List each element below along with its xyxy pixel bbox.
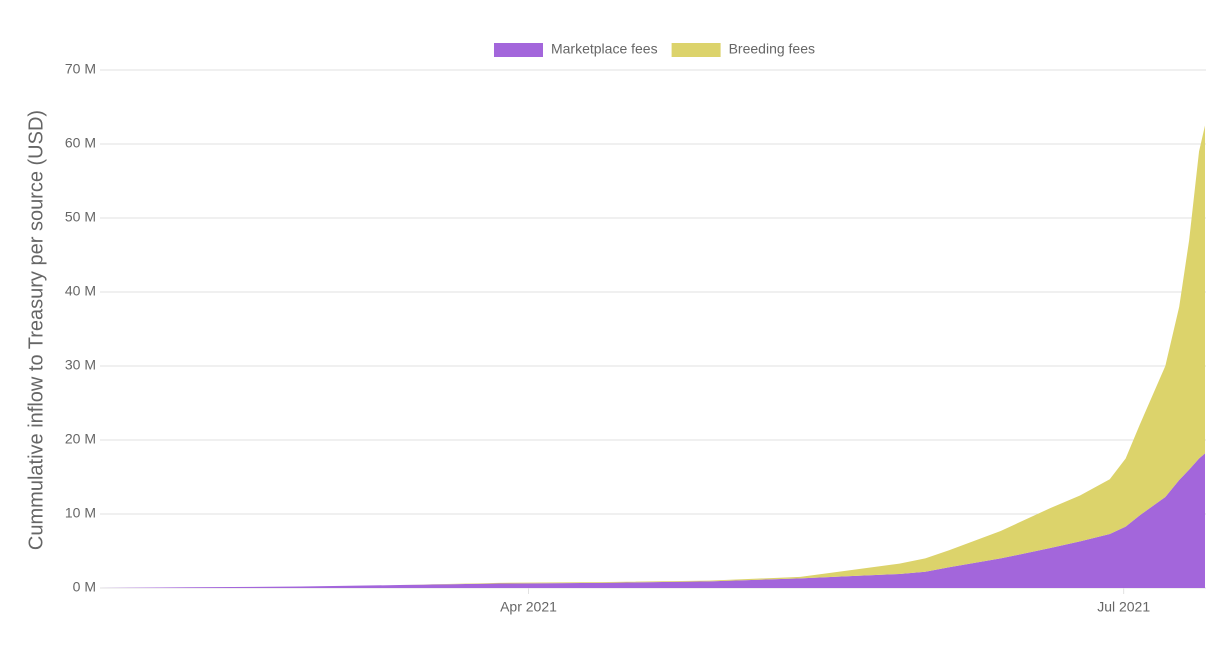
area xyxy=(100,125,1205,588)
legend-label: Marketplace fees xyxy=(551,41,658,57)
y-tick-label: 60 M xyxy=(65,135,96,151)
y-tick-label: 10 M xyxy=(65,505,96,521)
x-tick-label: Apr 2021 xyxy=(500,599,557,615)
legend-label: Breeding fees xyxy=(729,41,815,57)
y-tick-label: 40 M xyxy=(65,283,96,299)
y-tick-label: 20 M xyxy=(65,431,96,447)
y-tick-label: 30 M xyxy=(65,357,96,373)
legend-swatch xyxy=(493,43,543,57)
legend-swatch xyxy=(671,43,721,57)
x-tick-label: Jul 2021 xyxy=(1097,599,1150,615)
y-tick-label: 0 M xyxy=(73,579,96,595)
y-tick-label: 50 M xyxy=(65,209,96,225)
area xyxy=(100,453,1205,588)
y-axis-title: Cummulative inflow to Treasury per sourc… xyxy=(25,110,47,550)
y-tick-label: 70 M xyxy=(65,61,96,77)
